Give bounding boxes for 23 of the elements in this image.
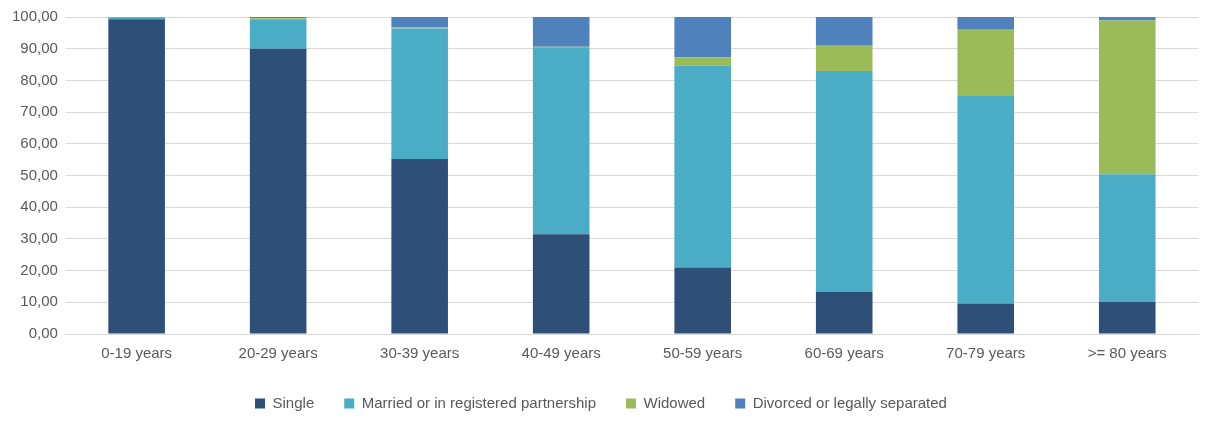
legend-label: Widowed	[643, 393, 706, 411]
y-tick-label: 80,00	[20, 70, 58, 88]
x-tick-label: 40-49 years	[521, 344, 601, 362]
y-tick-label: 40,00	[20, 197, 58, 215]
y-tick-label: 60,00	[20, 133, 58, 151]
x-tick-label: 20-29 years	[238, 344, 318, 362]
y-tick-label: 0,00	[28, 324, 58, 342]
x-tick-label: 30-39 years	[380, 344, 460, 362]
x-tick-label: 70-79 years	[946, 344, 1026, 362]
x-tick-label: 50-59 years	[663, 344, 743, 362]
x-tick-label: 0-19 years	[101, 344, 173, 362]
x-tick-label: 60-69 years	[804, 344, 884, 362]
y-tick-label: 50,00	[20, 165, 58, 183]
y-tick-label: 30,00	[20, 229, 58, 247]
legend-label: Divorced or legally separated	[752, 393, 947, 411]
y-tick-label: 70,00	[20, 102, 58, 120]
y-tick-label: 90,00	[20, 38, 58, 56]
y-tick-label: 100,00	[11, 7, 58, 25]
legend-label: Single	[272, 393, 315, 411]
y-tick-label: 20,00	[20, 260, 58, 278]
legend-label: Married or in registered partnership	[361, 393, 597, 411]
x-tick-label: >= 80 years	[1087, 344, 1167, 362]
y-tick-label: 10,00	[20, 292, 58, 310]
